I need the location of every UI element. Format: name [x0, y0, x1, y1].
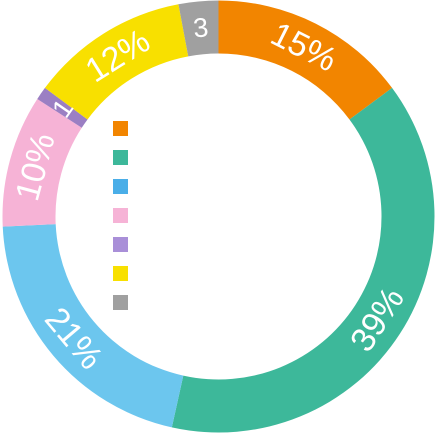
- legend-swatch-6: [113, 266, 128, 281]
- donut-slice-7: [178, 0, 219, 57]
- donut-slice-2: [171, 87, 435, 433]
- legend-swatch-4: [113, 208, 128, 223]
- donut-slice-1: [218, 0, 393, 120]
- donut-slice-5: [37, 87, 88, 128]
- donut-slice-4: [2, 98, 82, 227]
- legend-item-6: [113, 266, 128, 295]
- legend-swatch-2: [113, 150, 128, 165]
- legend-swatch-1: [113, 121, 128, 136]
- legend-item-3: [113, 179, 128, 208]
- legend-item-7: [113, 295, 128, 324]
- donut-slice-3: [2, 224, 184, 428]
- legend-item-5: [113, 237, 128, 266]
- legend-item-1: [113, 121, 128, 150]
- slice-label-7: 3: [192, 12, 210, 43]
- legend-swatch-3: [113, 179, 128, 194]
- donut-slice-6: [44, 4, 189, 120]
- legend-item-2: [113, 150, 128, 179]
- chart-legend: [113, 121, 128, 324]
- legend-swatch-7: [113, 295, 128, 310]
- legend-item-4: [113, 208, 128, 237]
- legend-swatch-5: [113, 237, 128, 252]
